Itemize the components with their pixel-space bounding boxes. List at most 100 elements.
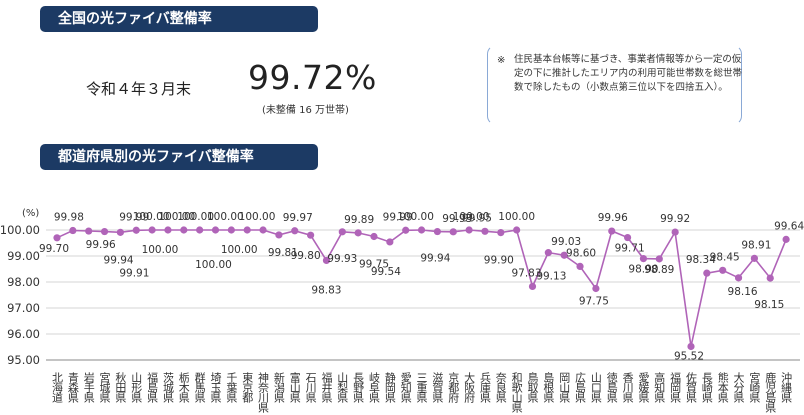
data-label: 99.93 (327, 253, 357, 265)
y-tick-label: 95.00 (7, 353, 40, 367)
data-label: 100.00 (239, 211, 276, 223)
x-category-label: 北海道 (51, 372, 64, 403)
national-rate-banner: 全国の光ファイバ整備率 (40, 6, 318, 32)
data-point (624, 233, 632, 242)
data-point (449, 228, 457, 236)
x-category-label: 徳島県 (605, 372, 618, 404)
x-category-label: 青森県 (66, 372, 79, 404)
data-point (703, 269, 711, 277)
x-category-label: 沖縄県 (780, 372, 793, 404)
data-point (560, 251, 568, 259)
data-point (576, 262, 584, 270)
x-category-label: 熊本県 (716, 371, 729, 404)
data-point (782, 235, 790, 243)
data-point (687, 342, 695, 351)
data-label: 99.64 (774, 220, 804, 232)
data-label: 98.15 (754, 299, 784, 311)
data-point (481, 227, 489, 235)
y-tick-label: 98.00 (7, 275, 40, 289)
data-label: 98.60 (566, 247, 596, 259)
x-category-label: 山梨県 (336, 372, 349, 404)
data-point (433, 227, 441, 236)
data-point (322, 256, 331, 265)
data-label: 99.13 (536, 271, 566, 283)
data-label: 99.03 (551, 236, 581, 248)
data-label: 97.83 (511, 267, 541, 279)
data-label: 98.16 (728, 286, 758, 298)
x-category-label: 栃木県 (177, 371, 190, 404)
data-point (497, 229, 505, 237)
data-point (180, 226, 188, 234)
data-point (528, 282, 537, 291)
data-point (544, 249, 552, 257)
data-label: 98.91 (741, 239, 771, 251)
x-category-label: 佐賀県 (685, 371, 698, 404)
data-point (85, 227, 93, 235)
x-category-label: 愛知県 (399, 372, 412, 404)
data-point (259, 226, 267, 234)
data-label: 99.91 (119, 267, 149, 279)
x-category-label: 香川県 (621, 372, 634, 404)
data-label: 98.89 (644, 264, 674, 276)
data-point (243, 226, 251, 234)
data-label: 99.54 (371, 266, 401, 278)
x-category-label: 和歌山県 (510, 372, 523, 414)
x-category-label: 長崎県 (700, 372, 713, 404)
x-category-label: 群馬県 (193, 371, 206, 404)
data-point (196, 226, 204, 234)
prefecture-rate-banner: 都道府県別の光ファイバ整備率 (40, 144, 318, 170)
data-label: 99.96 (598, 212, 628, 224)
data-point (766, 274, 774, 282)
data-label: 100.00 (453, 211, 490, 223)
x-category-label: 岐阜県 (368, 372, 381, 404)
data-label: 99.71 (615, 243, 645, 255)
x-category-label: 大分県 (732, 371, 745, 404)
data-label: 97.75 (579, 296, 609, 308)
data-point (354, 229, 362, 237)
data-label: 100.00 (498, 211, 535, 223)
x-category-label: 富山県 (288, 371, 301, 404)
data-point (53, 234, 61, 242)
data-label: 98.90 (628, 264, 658, 276)
x-category-label: 山形県 (130, 372, 143, 404)
data-point (719, 266, 727, 274)
data-label: 99.81 (268, 247, 298, 259)
data-point (750, 254, 759, 262)
x-category-label: 京都府 (447, 371, 460, 404)
data-label: 99.94 (104, 255, 134, 267)
x-category-label: 埼玉県 (209, 371, 222, 404)
data-label: 99.99 (383, 211, 413, 223)
x-category-label: 福島県 (146, 371, 159, 404)
data-point (655, 255, 663, 263)
x-category-label: 石川県 (304, 372, 317, 404)
x-category-label: 長野県 (352, 372, 365, 404)
x-category-label: 千葉県 (225, 372, 238, 404)
data-label: 99.92 (660, 213, 690, 225)
data-label: 99.94 (420, 253, 450, 265)
footnote-mark: ※ (497, 55, 506, 66)
data-label: 100.00 (221, 244, 258, 256)
data-label: 100.00 (177, 211, 214, 223)
data-point (291, 227, 299, 235)
data-point (132, 226, 140, 234)
data-label: 100.00 (195, 259, 232, 271)
footnote-text: 住民基本台帳等に基づき、事業者情報等から一定の仮定の下に推計したエリア内の利用可… (514, 54, 743, 93)
data-label: 99.96 (86, 239, 116, 251)
data-label: 100.00 (397, 211, 434, 223)
data-point (275, 231, 283, 239)
data-label: 100.00 (207, 211, 244, 223)
data-label: 100.00 (158, 211, 195, 223)
x-category-label: 神奈川県 (257, 371, 270, 414)
data-point (100, 227, 109, 236)
x-category-label: 愛媛県 (637, 372, 650, 404)
x-category-label: 高知県 (653, 371, 666, 404)
data-point (417, 226, 426, 234)
x-category-label: 静岡県 (383, 371, 396, 404)
data-point (116, 228, 124, 236)
data-point (164, 226, 172, 234)
data-label: 98.83 (311, 284, 341, 296)
unserved-households-note: (未整備 16 万世帯) (262, 105, 349, 116)
data-point (402, 226, 410, 234)
x-category-label: 広島県 (574, 372, 587, 404)
data-point (227, 226, 235, 234)
